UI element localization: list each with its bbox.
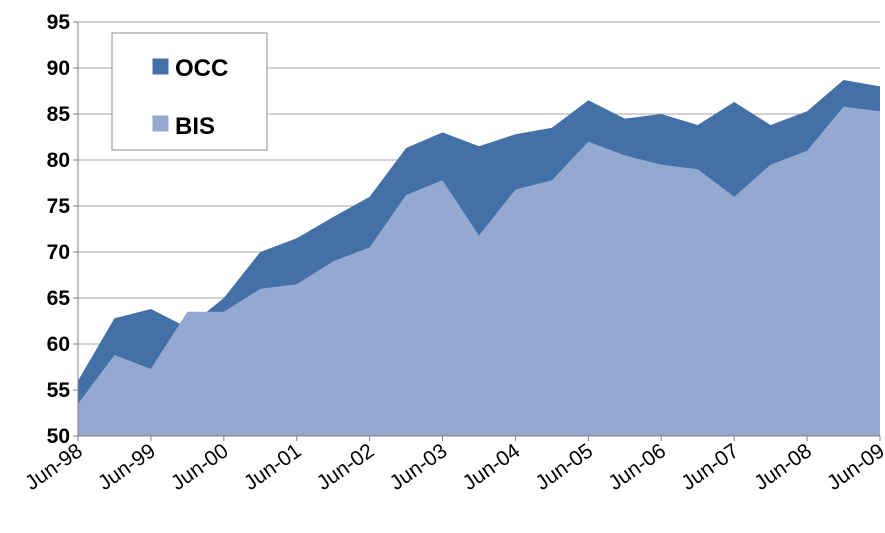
legend-swatch-occ xyxy=(151,57,170,76)
x-tick-label: Jun-09 xyxy=(823,439,885,495)
y-tick-label: 95 xyxy=(47,11,71,34)
y-tick-labels: 50 55 60 65 70 75 80 85 90 95 xyxy=(47,11,71,448)
y-tick-label: 65 xyxy=(47,287,71,310)
y-tick-label: 75 xyxy=(47,195,71,218)
y-tick-label: 60 xyxy=(47,333,70,356)
y-tick-label: 85 xyxy=(47,103,71,126)
x-tick-label: Jun-99 xyxy=(94,439,160,495)
x-tick-label: Jun-06 xyxy=(604,439,670,495)
series-areas xyxy=(78,79,880,437)
legend-label-occ: OCC xyxy=(175,55,228,82)
x-tick-label: Jun-04 xyxy=(459,439,525,495)
x-tick-label: Jun-05 xyxy=(531,439,597,495)
x-tick-label: Jun-00 xyxy=(167,439,233,495)
legend-label-bis: BIS xyxy=(175,113,215,140)
x-tick-label: Jun-02 xyxy=(313,439,379,495)
x-tick-label: Jun-08 xyxy=(750,439,816,495)
y-tick-label: 90 xyxy=(47,57,70,80)
axes xyxy=(73,21,881,441)
x-tick-labels: Jun-98 Jun-99 Jun-00 Jun-01 Jun-02 Jun-03 Jun-… xyxy=(21,439,885,495)
legend: OCC BIS xyxy=(111,32,268,151)
y-tick-label: 80 xyxy=(47,149,70,172)
y-tick-label: 55 xyxy=(47,379,71,402)
legend-box xyxy=(111,32,268,151)
y-tick-label: 50 xyxy=(47,425,70,448)
y-tick-label: 70 xyxy=(47,241,70,264)
x-tick-label: Jun-07 xyxy=(677,439,743,495)
area-bis xyxy=(78,106,880,436)
legend-swatch-bis xyxy=(151,114,170,133)
x-tick-label: Jun-01 xyxy=(240,439,306,495)
x-tick-label: Jun-03 xyxy=(386,439,452,495)
